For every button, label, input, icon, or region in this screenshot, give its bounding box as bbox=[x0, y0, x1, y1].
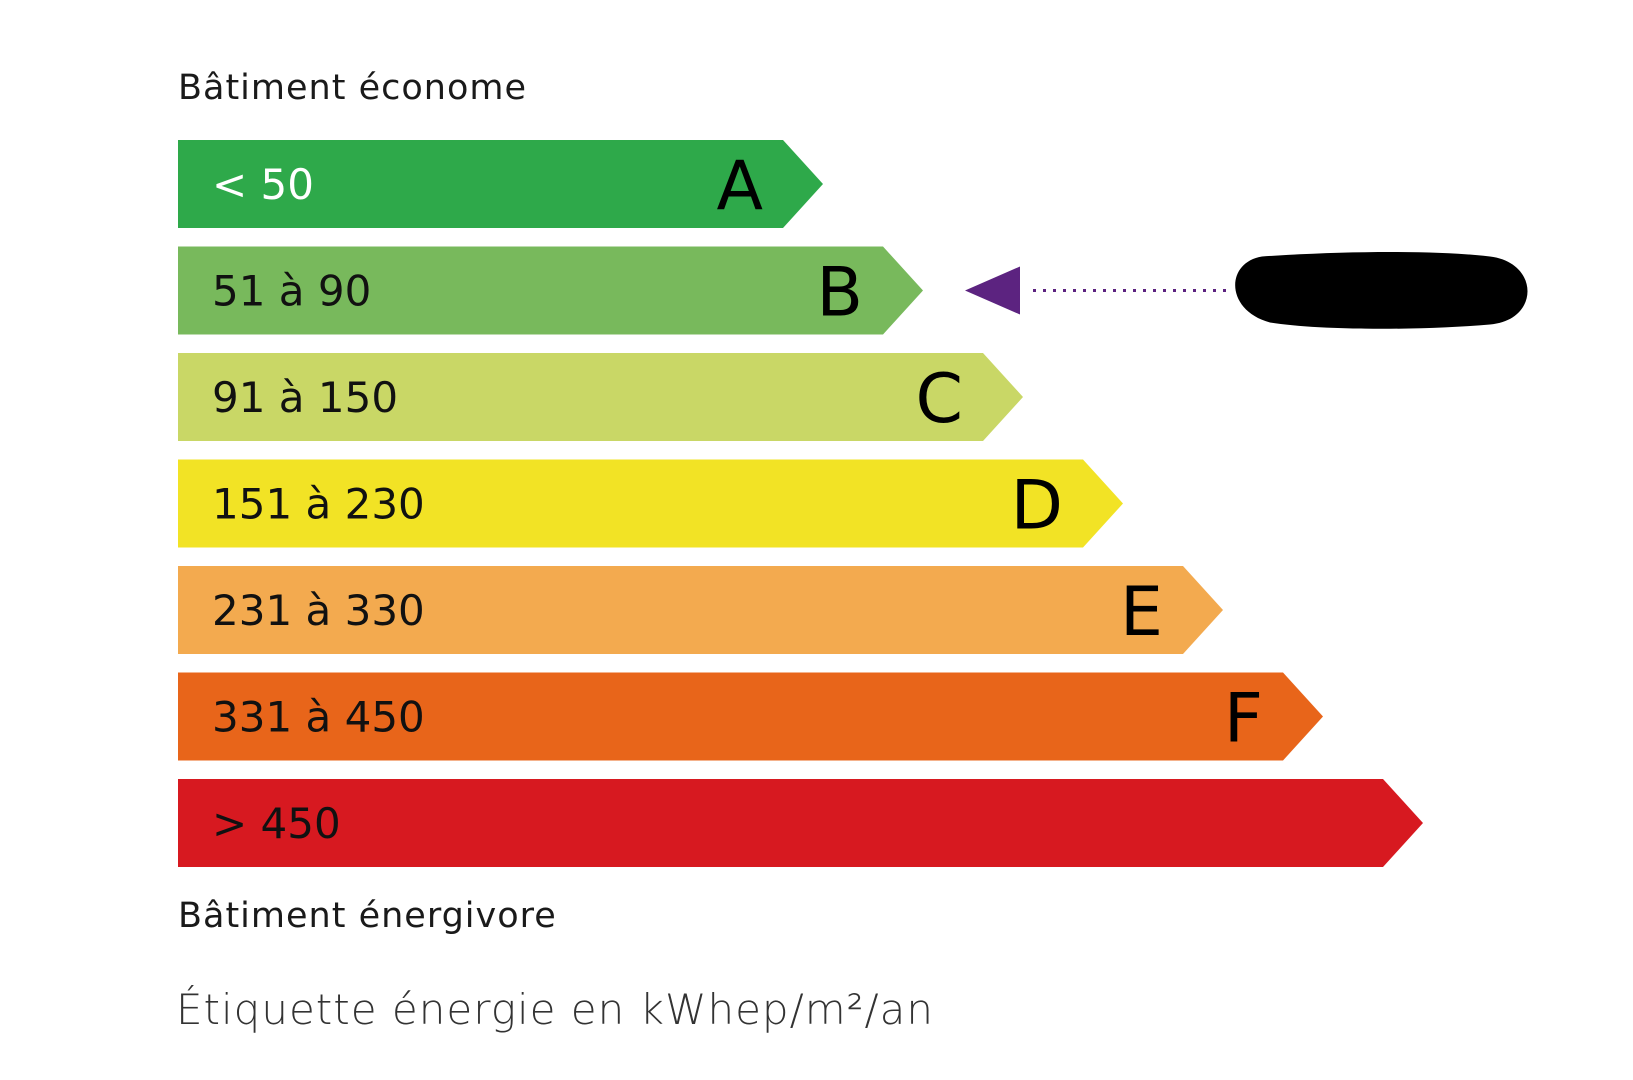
class-bar-g bbox=[178, 779, 1423, 867]
top-label-efficient: Bâtiment économe bbox=[178, 68, 527, 108]
class-range-g: > 450 bbox=[212, 799, 341, 848]
class-range-b: 51 à 90 bbox=[212, 267, 371, 316]
class-bar-a bbox=[178, 140, 823, 228]
redacted-value-blob bbox=[1235, 252, 1528, 329]
class-bar-e bbox=[178, 566, 1223, 654]
class-range-d: 151 à 230 bbox=[212, 480, 425, 529]
class-bar-c bbox=[178, 353, 1023, 441]
class-letter-b: B bbox=[816, 254, 863, 333]
class-letter-a: A bbox=[716, 147, 763, 226]
class-range-e: 231 à 330 bbox=[212, 586, 425, 635]
class-letter-e: E bbox=[1120, 573, 1163, 652]
class-bar-b bbox=[178, 246, 923, 335]
class-bar-d bbox=[178, 459, 1123, 548]
class-letter-d: D bbox=[1011, 467, 1063, 546]
class-range-f: 331 à 450 bbox=[212, 693, 425, 742]
class-letter-f: F bbox=[1224, 680, 1263, 759]
class-range-c: 91 à 150 bbox=[212, 373, 398, 422]
class-bar-f bbox=[178, 672, 1323, 761]
class-range-a: < 50 bbox=[212, 160, 314, 209]
class-letter-c: C bbox=[916, 360, 963, 439]
indicator-arrow-icon bbox=[965, 266, 1020, 315]
caption: Étiquette énergie en kWhep/m²/an bbox=[176, 985, 934, 1034]
bottom-label-inefficient: Bâtiment énergivore bbox=[178, 896, 557, 936]
